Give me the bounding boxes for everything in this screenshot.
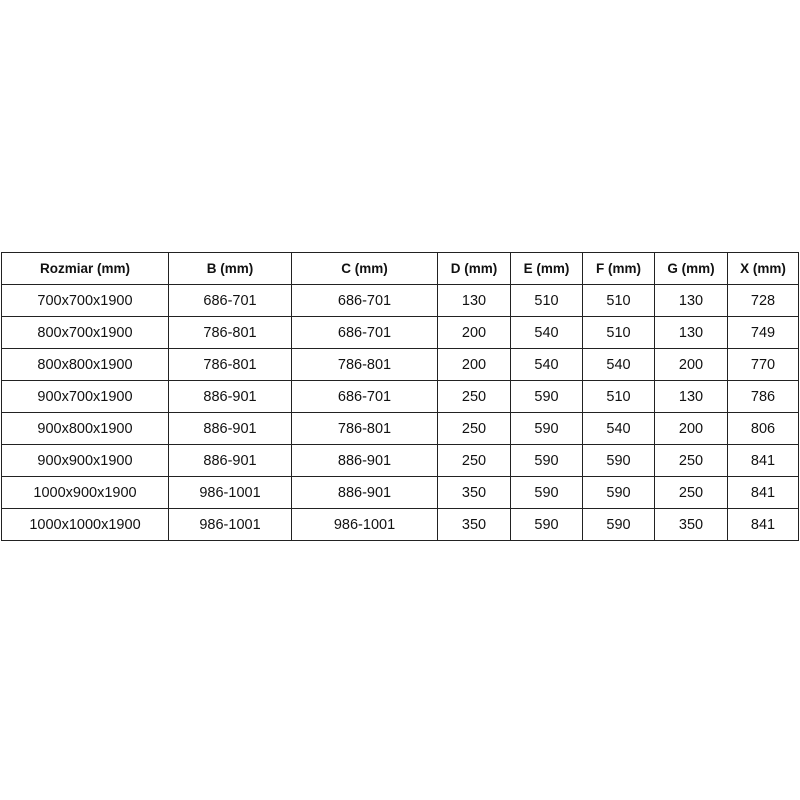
table-cell: 800x700x1900: [1, 316, 169, 349]
table-cell: 728: [727, 284, 799, 317]
table-cell: 200: [654, 348, 728, 381]
table-cell: 986-1001: [168, 508, 292, 541]
column-header: D (mm): [437, 252, 511, 285]
column-header: E (mm): [510, 252, 583, 285]
table-row: 700x700x1900 686-701 686-701 130 510 510 130 72…: [1, 284, 799, 317]
table-cell: 350: [437, 476, 511, 509]
table-cell: 686-701: [291, 284, 438, 317]
table-cell: 590: [510, 412, 583, 445]
table-cell: 900x700x1900: [1, 380, 169, 413]
table-cell: 540: [510, 348, 583, 381]
table-cell: 900x800x1900: [1, 412, 169, 445]
table-row: 800x800x1900 786-801 786-801 200 540 540 200 77…: [1, 348, 799, 381]
column-header: C (mm): [291, 252, 438, 285]
table-row: 900x900x1900 886-901 886-901 250 590 590 250 84…: [1, 444, 799, 477]
table-row: 1000x1000x1900 986-1001 986-1001 350 590 590 3…: [1, 508, 799, 541]
table-cell: 886-901: [168, 380, 292, 413]
table-cell: 250: [437, 380, 511, 413]
table-cell: 886-901: [291, 476, 438, 509]
table-cell: 540: [510, 316, 583, 349]
table-cell: 841: [727, 508, 799, 541]
table-cell: 590: [510, 380, 583, 413]
column-header: Rozmiar (mm): [1, 252, 169, 285]
table-cell: 841: [727, 476, 799, 509]
table-cell: 1000x900x1900: [1, 476, 169, 509]
table-cell: 749: [727, 316, 799, 349]
table-cell: 590: [582, 508, 655, 541]
table-cell: 886-901: [168, 444, 292, 477]
table-cell: 510: [582, 316, 655, 349]
table-cell: 200: [437, 316, 511, 349]
table-cell: 700x700x1900: [1, 284, 169, 317]
table-cell: 686-701: [291, 380, 438, 413]
table-row: 1000x900x1900 986-1001 886-901 350 590 590 250…: [1, 476, 799, 509]
table-cell: 986-1001: [291, 508, 438, 541]
table-cell: 590: [582, 476, 655, 509]
table-cell: 986-1001: [168, 476, 292, 509]
table-row: 800x700x1900 786-801 686-701 200 540 510 130 74…: [1, 316, 799, 349]
column-header: G (mm): [654, 252, 728, 285]
table-cell: 886-901: [291, 444, 438, 477]
table-cell: 886-901: [168, 412, 292, 445]
table-cell: 770: [727, 348, 799, 381]
table-cell: 786-801: [291, 412, 438, 445]
column-header: X (mm): [727, 252, 799, 285]
table-cell: 350: [437, 508, 511, 541]
table-cell: 250: [437, 412, 511, 445]
table-cell: 841: [727, 444, 799, 477]
table-cell: 250: [437, 444, 511, 477]
table-cell: 900x900x1900: [1, 444, 169, 477]
table-cell: 130: [654, 316, 728, 349]
table-cell: 786-801: [168, 348, 292, 381]
table-cell: 590: [582, 444, 655, 477]
table-cell: 130: [654, 380, 728, 413]
table-cell: 350: [654, 508, 728, 541]
table-cell: 510: [582, 284, 655, 317]
table-cell: 686-701: [291, 316, 438, 349]
table-cell: 590: [510, 508, 583, 541]
table-cell: 786-801: [291, 348, 438, 381]
table-cell: 686-701: [168, 284, 292, 317]
table-row: 900x700x1900 886-901 686-701 250 590 510 130 78…: [1, 380, 799, 413]
table-cell: 786: [727, 380, 799, 413]
table-cell: 510: [510, 284, 583, 317]
table-cell: 1000x1000x1900: [1, 508, 169, 541]
table-cell: 200: [654, 412, 728, 445]
table-cell: 540: [582, 348, 655, 381]
table-cell: 786-801: [168, 316, 292, 349]
table-cell: 510: [582, 380, 655, 413]
dimensions-table: Rozmiar (mm) B (mm) C (mm) D (mm) E (mm) F (m…: [1, 252, 799, 541]
table-cell: 250: [654, 444, 728, 477]
table-header-row: Rozmiar (mm) B (mm) C (mm) D (mm) E (mm) F (m…: [1, 252, 799, 285]
table-row: 900x800x1900 886-901 786-801 250 590 540 200 80…: [1, 412, 799, 445]
column-header: F (mm): [582, 252, 655, 285]
table-cell: 540: [582, 412, 655, 445]
table-cell: 800x800x1900: [1, 348, 169, 381]
table-cell: 130: [437, 284, 511, 317]
table-cell: 806: [727, 412, 799, 445]
table-cell: 200: [437, 348, 511, 381]
table-cell: 590: [510, 444, 583, 477]
column-header: B (mm): [168, 252, 292, 285]
table-cell: 250: [654, 476, 728, 509]
table-cell: 590: [510, 476, 583, 509]
table-cell: 130: [654, 284, 728, 317]
